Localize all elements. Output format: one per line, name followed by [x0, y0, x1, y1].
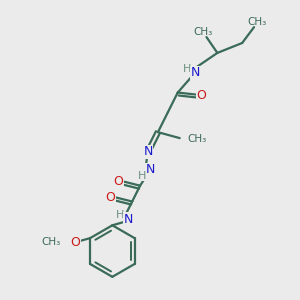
Text: N: N	[143, 146, 153, 158]
Text: H: H	[116, 210, 124, 220]
Text: CH₃: CH₃	[188, 134, 207, 144]
Text: O: O	[70, 236, 80, 249]
Text: O: O	[105, 191, 115, 204]
Text: CH₃: CH₃	[248, 17, 267, 27]
Text: H: H	[138, 171, 146, 181]
Text: N: N	[145, 163, 155, 176]
Text: N: N	[124, 213, 133, 226]
Text: O: O	[113, 175, 123, 188]
Text: CH₃: CH₃	[194, 27, 213, 37]
Text: N: N	[191, 66, 200, 79]
Text: CH₃: CH₃	[41, 237, 60, 247]
Text: O: O	[196, 89, 206, 102]
Text: H: H	[182, 64, 191, 74]
